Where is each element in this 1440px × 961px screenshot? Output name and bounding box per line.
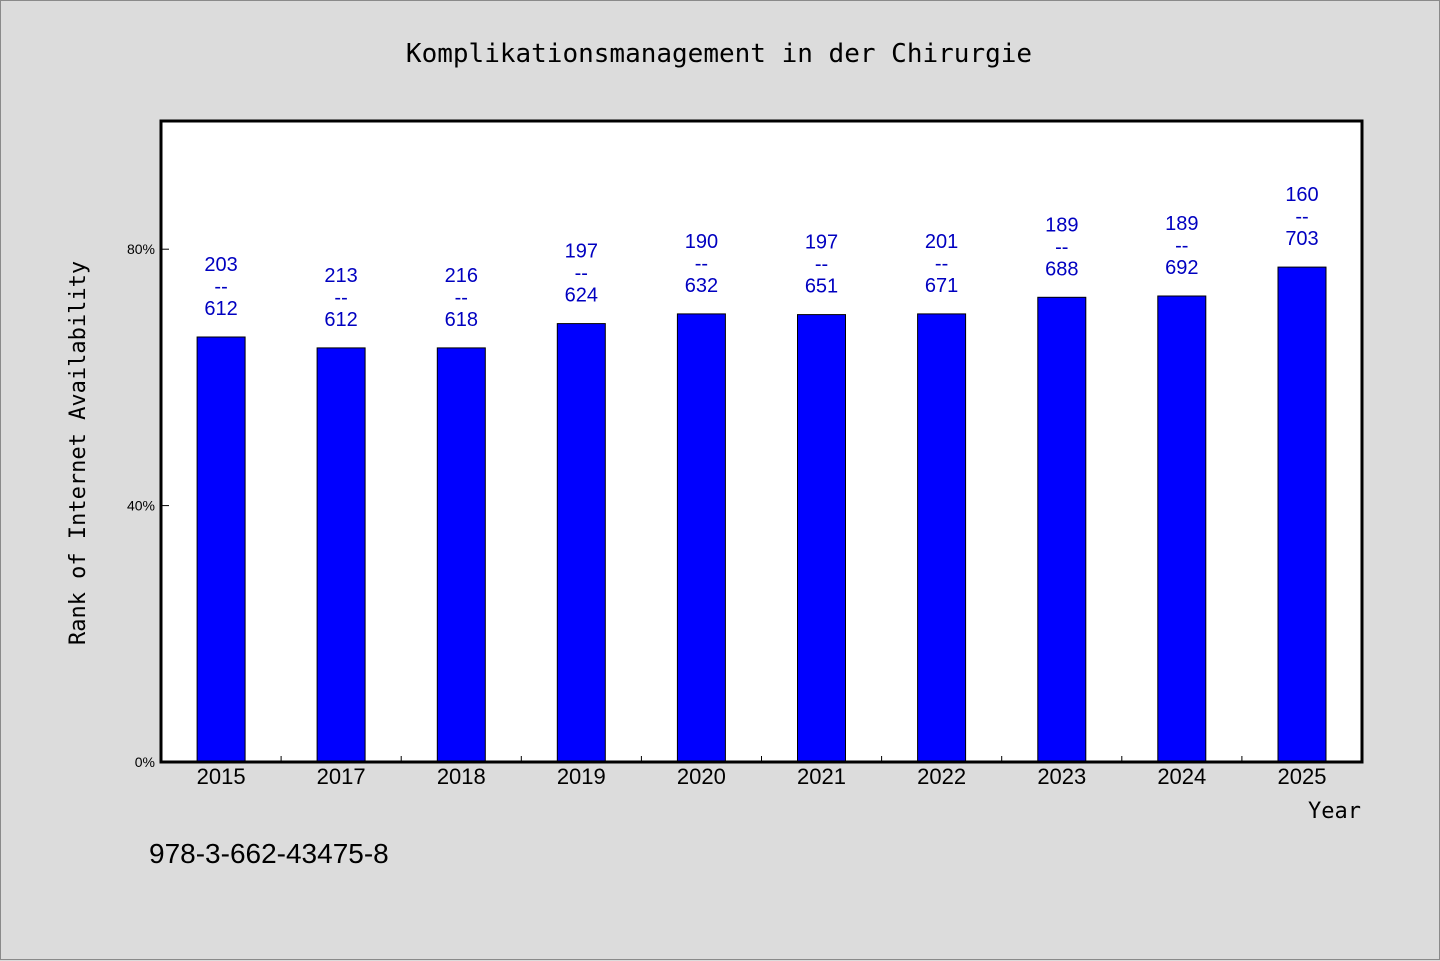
bar-label-2024-line-3: 692 [1165, 257, 1198, 279]
y-tick-label-0: 0% [135, 754, 155, 770]
y-tick-label-40: 40% [127, 498, 155, 514]
bar-label-2015-line-1: 203 [204, 254, 237, 276]
bar-label-2021-line-2: -- [815, 254, 828, 276]
bar-label-2018-line-1: 216 [445, 265, 478, 287]
x-axis-title: Year [1308, 799, 1361, 824]
bar-label-2023-line-3: 688 [1045, 258, 1078, 280]
x-tick-label-2015: 2015 [197, 764, 246, 789]
bar-label-2023-line-1: 189 [1045, 214, 1078, 236]
x-tick-label-2021: 2021 [797, 764, 846, 789]
bar-2021 [797, 314, 846, 763]
bar-label-2019-line-1: 197 [565, 241, 598, 263]
x-tick-label-2020: 2020 [677, 764, 726, 789]
bar-label-2018-line-3: 618 [445, 309, 478, 331]
bar-label-2021-line-1: 197 [805, 232, 838, 254]
bar-label-2024-line-2: -- [1175, 235, 1188, 257]
bar-2015 [196, 336, 246, 763]
bar-label-2017-line-3: 612 [324, 309, 357, 331]
bars-group [196, 266, 1327, 763]
bar-label-2017-line-1: 213 [324, 265, 357, 287]
bar-label-2022-line-1: 201 [925, 231, 958, 253]
bar-label-2020-line-1: 190 [685, 231, 718, 253]
x-tick-label-2023: 2023 [1037, 764, 1086, 789]
x-tick-label-2022: 2022 [917, 764, 966, 789]
bar-label-2017-line-2: -- [334, 287, 347, 309]
bar-label-2020-line-3: 632 [685, 275, 718, 297]
bar-label-2022-line-2: -- [935, 253, 948, 275]
bar-label-2015-line-2: -- [214, 276, 227, 298]
bar-label-2018-line-2: -- [455, 287, 468, 309]
bar-label-2024-line-1: 189 [1165, 213, 1198, 235]
bar-2024 [1157, 295, 1207, 763]
bar-label-2019-line-3: 624 [565, 285, 598, 307]
bar-2017 [316, 347, 366, 763]
y-tick-label-80: 80% [127, 241, 155, 257]
bar-label-2015-line-3: 612 [204, 298, 237, 320]
x-axis: 2015 2017 2018 2019 2020 2021 2022 2023 2024 2025 [197, 756, 1327, 789]
bar-2020 [676, 313, 726, 763]
bar-2022 [917, 313, 967, 763]
bar-label-2022-line-3: 671 [925, 275, 958, 297]
plot-border [159, 119, 1364, 764]
bar-label-2025-line-1: 160 [1285, 184, 1318, 206]
bar-2018 [436, 347, 486, 763]
x-tick-label-2019: 2019 [557, 764, 606, 789]
bar-label-2019-line-2: -- [575, 263, 588, 285]
bar-2023 [1037, 296, 1087, 763]
y-axis-title: Rank of Internet Availability [66, 261, 91, 645]
bar-label-2025-line-3: 703 [1285, 228, 1318, 250]
bar-2019 [556, 323, 606, 763]
bar-2025 [1277, 266, 1327, 763]
x-tick-label-2018: 2018 [437, 764, 486, 789]
bar-label-2021-line-3: 651 [805, 276, 838, 298]
x-tick-label-2017: 2017 [317, 764, 366, 789]
bar-labels-group: 612--203612--213618--216624--197632--190… [204, 184, 1318, 331]
bar-label-2020-line-2: -- [695, 253, 708, 275]
chart-title: Komplikationsmanagement in der Chirurgie [406, 39, 1032, 69]
y-axis: 0% 40% 80% [127, 241, 169, 770]
x-tick-label-2024: 2024 [1157, 764, 1206, 789]
footer-isbn: 978-3-662-43475-8 [149, 838, 389, 869]
bar-label-2023-line-2: -- [1055, 236, 1068, 258]
x-tick-label-2025: 2025 [1278, 764, 1327, 789]
bar-label-2025-line-2: -- [1295, 206, 1308, 228]
